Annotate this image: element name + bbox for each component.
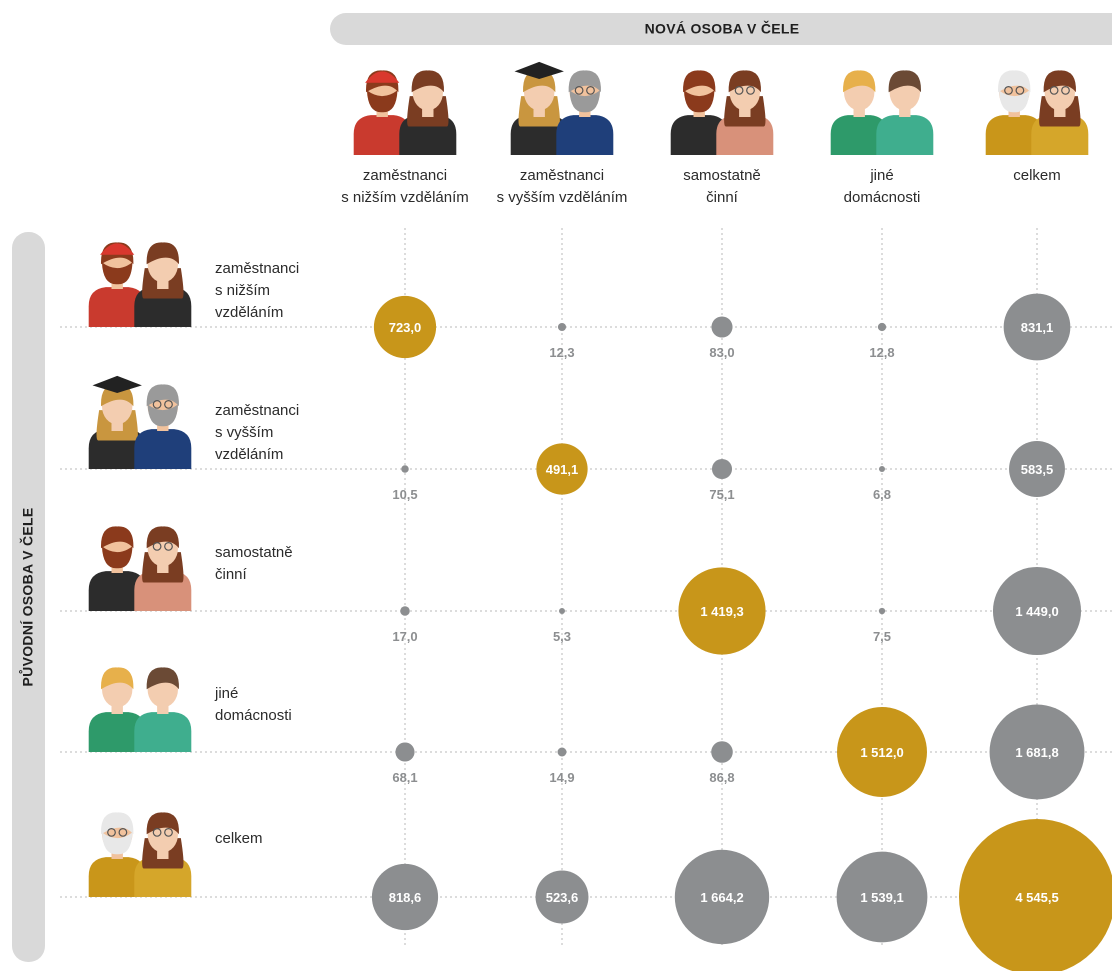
column-label: s nižším vzděláním (341, 189, 469, 206)
value-label: 86,8 (709, 770, 734, 785)
value-label: 14,9 (549, 770, 574, 785)
person-body (876, 115, 933, 155)
bubble (558, 748, 567, 757)
value-label: 75,1 (709, 487, 734, 502)
bubble (711, 741, 733, 763)
row-label: zaměstnanci (215, 260, 299, 277)
value-label: 523,6 (546, 890, 579, 905)
person-body (134, 429, 191, 469)
value-label: 1 449,0 (1015, 604, 1058, 619)
value-label: 1 681,8 (1015, 745, 1058, 760)
row-label: zaměstnanci (215, 402, 299, 419)
x-title: NOVÁ OSOBA V ČELE (645, 20, 800, 37)
person-mortarboard (515, 62, 564, 79)
bubble (879, 608, 885, 614)
value-label: 491,1 (546, 462, 579, 477)
value-label: 583,5 (1021, 462, 1054, 477)
illustration (89, 526, 192, 611)
bubble (712, 459, 732, 479)
bubble (559, 608, 565, 614)
page: {"chart_data": { "type": "bubble", "x_ti… (0, 0, 1112, 971)
person-cap (365, 71, 399, 82)
row-label: s nižším (215, 282, 270, 299)
column-label: činní (706, 189, 739, 206)
row-label: jiné (214, 685, 238, 702)
row-label: celkem (215, 830, 263, 847)
bubble (395, 742, 414, 761)
person-body (556, 115, 613, 155)
illustration (354, 70, 457, 155)
bubble (711, 316, 732, 337)
value-label: 7,5 (873, 629, 891, 644)
value-label: 12,3 (549, 345, 574, 360)
value-label: 4 545,5 (1015, 890, 1058, 905)
value-label: 818,6 (389, 890, 422, 905)
column-label: domácnosti (844, 189, 921, 206)
column-label: zaměstnanci (520, 167, 604, 184)
value-label: 1 419,3 (700, 604, 743, 619)
row-label: domácnosti (215, 707, 292, 724)
value-label: 723,0 (389, 320, 422, 335)
person-cap (100, 243, 134, 254)
illustration (671, 70, 774, 155)
column-label: zaměstnanci (363, 167, 447, 184)
value-label: 831,1 (1021, 320, 1054, 335)
illustration (511, 62, 614, 155)
value-label: 12,8 (869, 345, 894, 360)
row-label: vzděláním (215, 446, 283, 463)
value-label: 17,0 (392, 629, 417, 644)
illustration (831, 70, 934, 155)
bubble (400, 606, 410, 616)
column-label: jiné (869, 167, 893, 184)
row-label: činní (215, 566, 248, 583)
value-label: 1 664,2 (700, 890, 743, 905)
person-body (134, 712, 191, 752)
column-label: celkem (1013, 167, 1061, 184)
value-label: 5,3 (553, 629, 571, 644)
illustration (89, 376, 192, 469)
bubble (401, 465, 408, 472)
bubble (558, 323, 566, 331)
illustration (89, 812, 192, 897)
illustration (89, 667, 192, 752)
illustration (89, 242, 192, 327)
value-label: 1 512,0 (860, 745, 903, 760)
person-mortarboard (93, 376, 142, 393)
column-label: samostatně (683, 167, 761, 184)
value-label: 68,1 (392, 770, 417, 785)
illustration (986, 70, 1089, 155)
bubble (878, 323, 886, 331)
row-label: s vyšším (215, 424, 273, 441)
value-label: 83,0 (709, 345, 734, 360)
y-title: PŮVODNÍ OSOBA V ČELE (18, 508, 36, 687)
column-label: s vyšším vzděláním (497, 189, 628, 206)
row-label: vzděláním (215, 304, 283, 321)
value-label: 10,5 (392, 487, 417, 502)
bubble (879, 466, 885, 472)
value-label: 6,8 (873, 487, 891, 502)
chart: NOVÁ OSOBA V ČELE PŮVODNÍ OSOBA V ČELE z… (0, 0, 1112, 971)
value-label: 1 539,1 (860, 890, 903, 905)
row-label: samostatně (215, 544, 293, 561)
